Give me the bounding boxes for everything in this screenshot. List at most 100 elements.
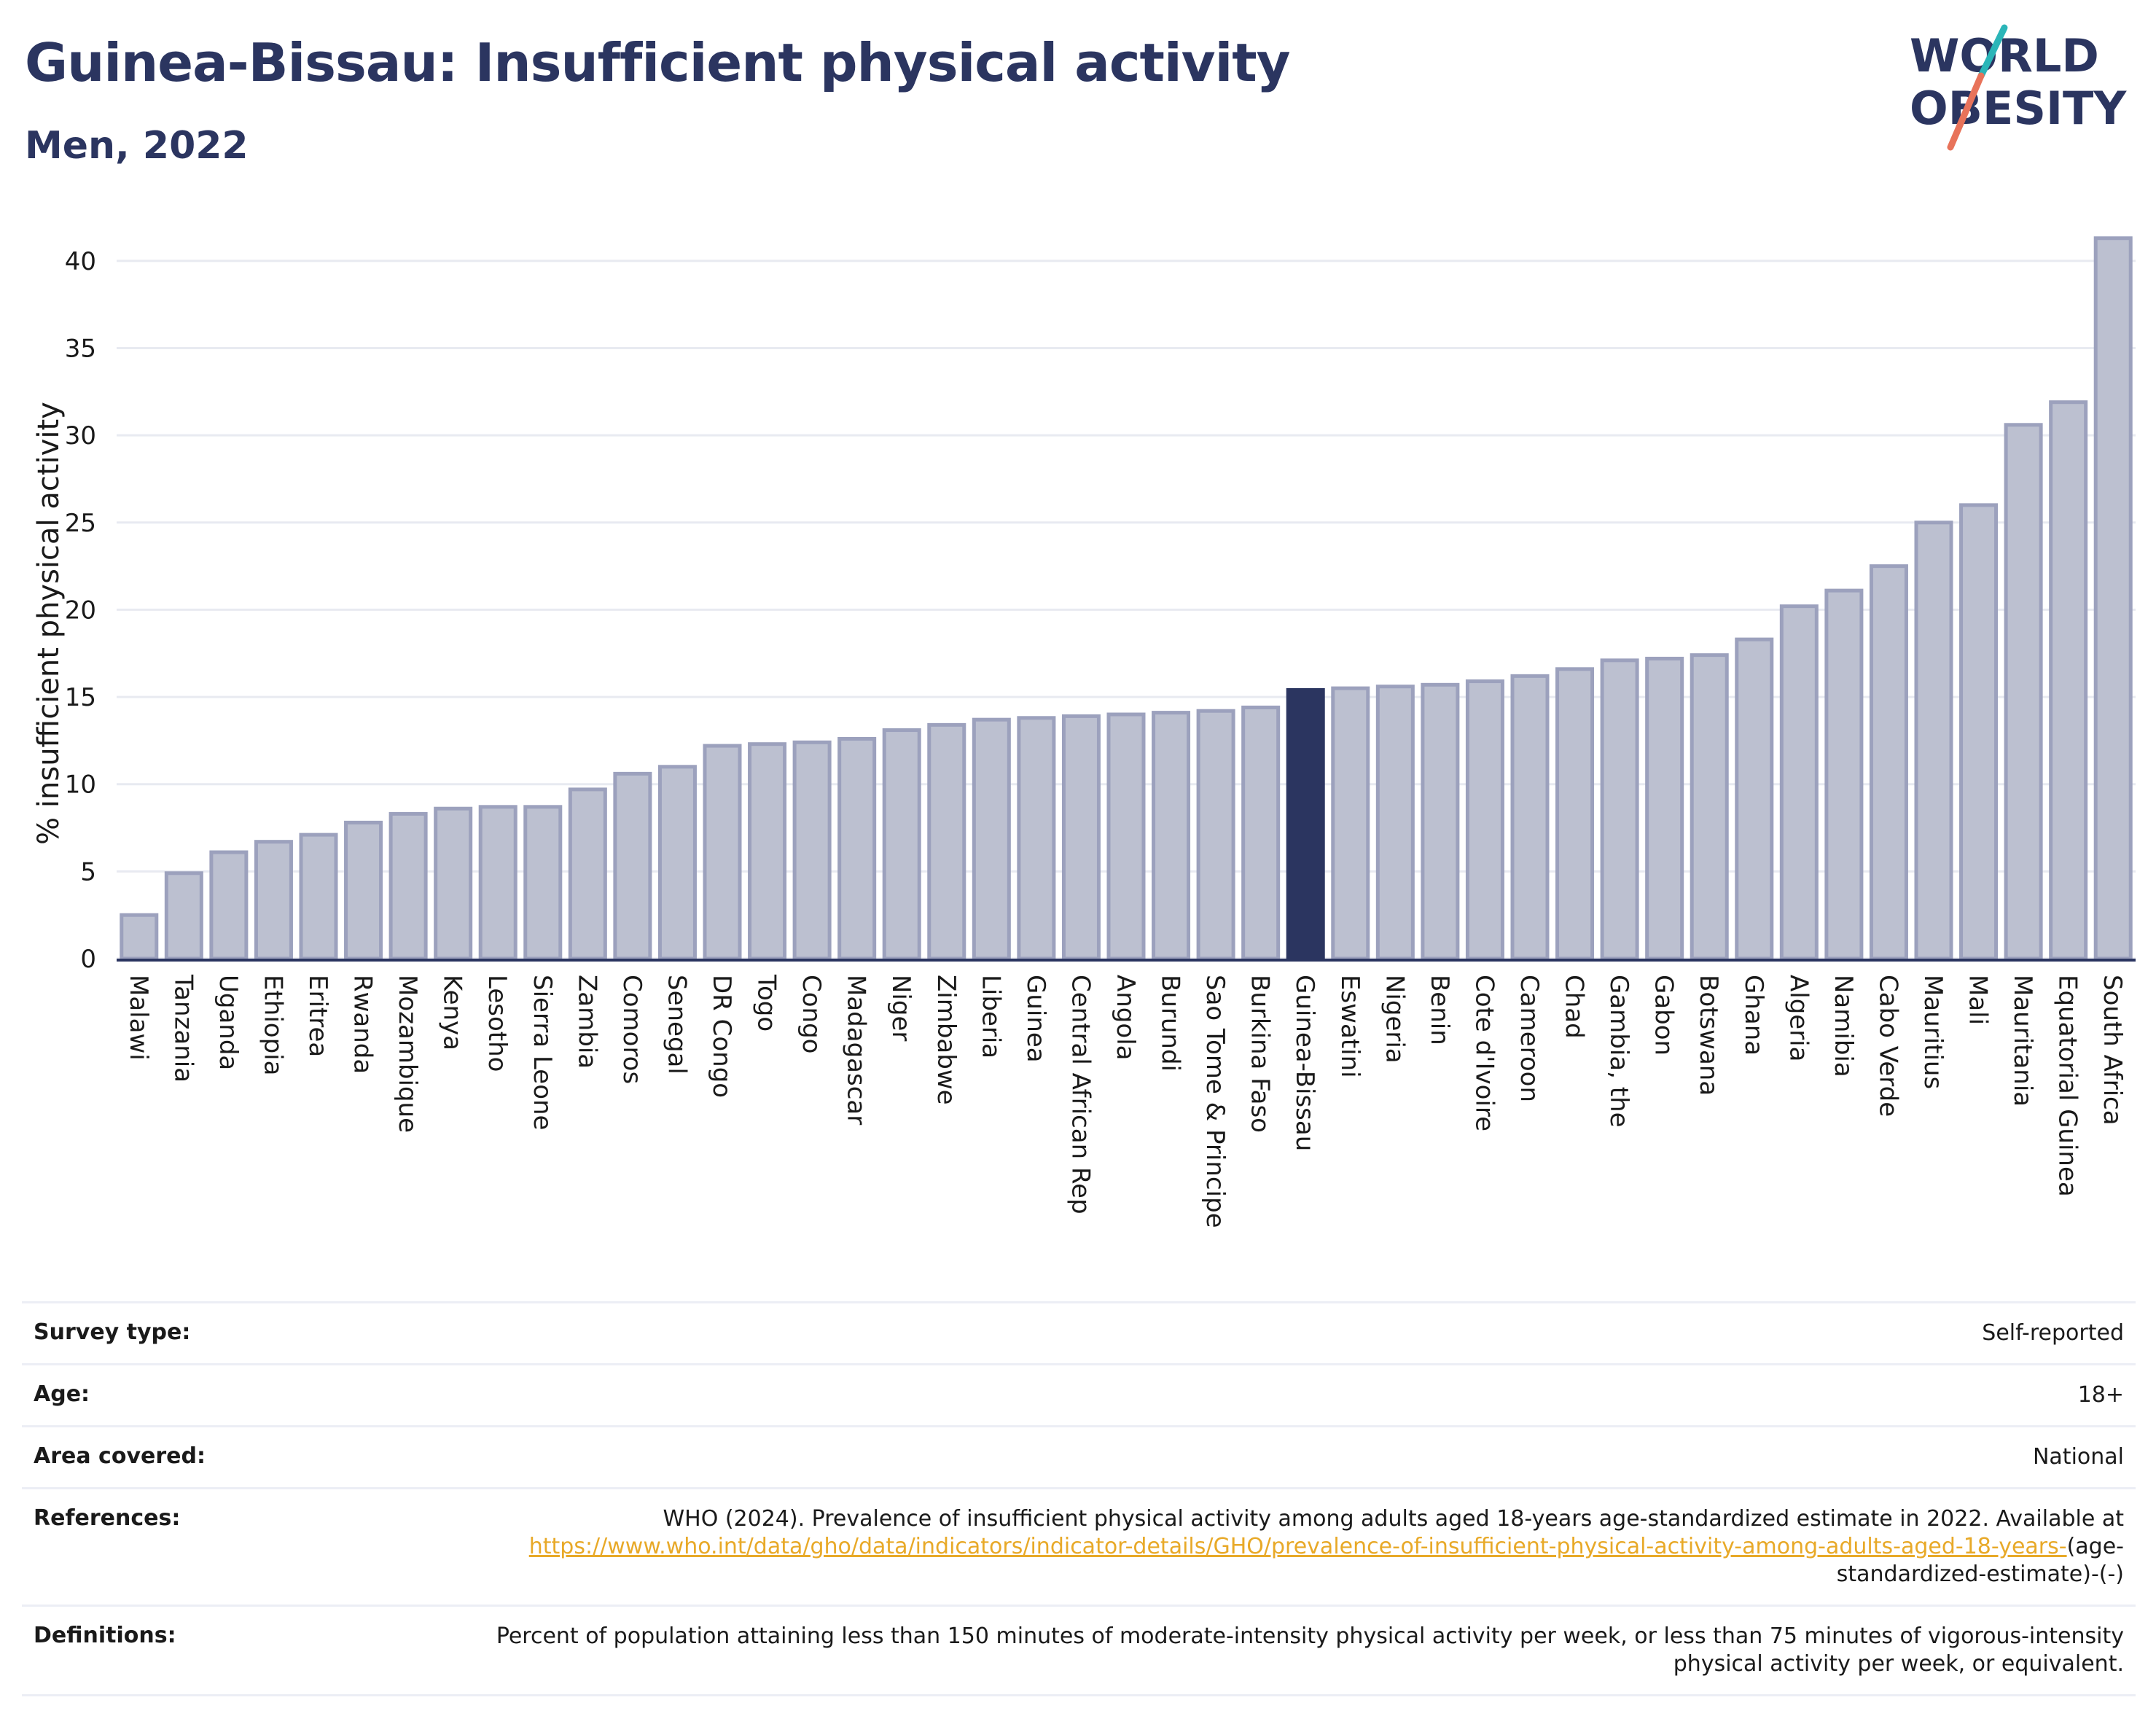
bar-cote-d-ivoire: [1465, 679, 1504, 961]
x-tick-label: Guinea-Bissau: [1290, 975, 1319, 1151]
x-tick-label: Malawi: [124, 975, 153, 1061]
bar-madagascar: [837, 737, 877, 961]
logo-slash-top: [1977, 24, 2008, 79]
bar-guinea-bissau: [1286, 688, 1325, 961]
bar-eswatini: [1331, 686, 1370, 961]
y-tick-labels: 0 5 10 15 20 25 30 35 40: [65, 247, 96, 974]
references-text: WHO (2024). Prevalence of insufficient p…: [663, 1506, 2124, 1532]
x-tick-label: Liberia: [976, 975, 1005, 1058]
bar-liberia: [972, 717, 1011, 961]
x-tick-label: Angola: [1111, 975, 1140, 1060]
x-tick-label: Burundi: [1156, 975, 1185, 1072]
bar-kenya: [434, 806, 473, 961]
bar-nigeria: [1375, 685, 1415, 961]
bar-rwanda: [344, 820, 383, 961]
x-tick-labels: Malawi Tanzania Uganda Ethiopia Eritrea Rwand…: [124, 974, 2127, 1228]
x-tick-label: South Africa: [2098, 975, 2127, 1126]
x-tick-label: Guinea: [1021, 975, 1050, 1063]
bar-central-african-rep: [1061, 714, 1101, 961]
bar-mozambique: [388, 811, 428, 961]
x-tick-label: Uganda: [214, 975, 243, 1070]
logo-line1: WORLD: [1910, 29, 2099, 82]
x-tick-label: Chad: [1560, 975, 1589, 1039]
info-row-survey-type: Survey type: Self-reported: [22, 1301, 2136, 1363]
bar-cameroon: [1510, 674, 1550, 961]
bar-senegal: [657, 765, 697, 961]
area-value: National: [2032, 1444, 2124, 1470]
x-tick-label: Sierra Leone: [528, 975, 557, 1130]
bar-namibia: [1824, 588, 1864, 961]
bar-burundi: [1152, 711, 1191, 961]
y-tick-label: 35: [65, 335, 96, 364]
x-tick-label: Zambia: [572, 975, 601, 1069]
bar-algeria: [1779, 604, 1819, 961]
references-value: WHO (2024). Prevalence of insufficient p…: [448, 1505, 2124, 1588]
references-link[interactable]: https://www.who.int/data/gho/data/indica…: [528, 1534, 2067, 1559]
x-tick-label: Tanzania: [168, 974, 198, 1083]
bar-benin: [1421, 682, 1460, 961]
bars: [120, 236, 2133, 961]
bar-guinea: [1017, 716, 1056, 961]
age-label: Age:: [34, 1381, 90, 1407]
x-tick-label: Rwanda: [348, 975, 378, 1074]
x-tick-label: Mozambique: [393, 975, 422, 1133]
x-tick-label: Eritrea: [303, 975, 332, 1057]
bar-malawi: [120, 913, 159, 961]
bar-sao-tome-principe: [1196, 709, 1235, 961]
y-tick-label: 15: [65, 683, 96, 712]
bar-cabo-verde: [1869, 564, 1908, 961]
bar-botswana: [1690, 653, 1729, 961]
references-label: References:: [34, 1505, 181, 1531]
x-tick-label: Mali: [1964, 975, 1993, 1025]
bar-mauritius: [1914, 520, 1953, 961]
x-tick-label: Ethiopia: [258, 975, 287, 1075]
survey-type-label: Survey type:: [34, 1319, 191, 1345]
x-tick-label: Cote d'Ivoire: [1469, 975, 1499, 1131]
x-tick-label: Eswatini: [1335, 975, 1364, 1078]
x-tick-label: Nigeria: [1380, 975, 1409, 1064]
bar-ethiopia: [254, 840, 293, 961]
x-tick-label: Mauritania: [2008, 975, 2037, 1107]
bar-eritrea: [299, 833, 338, 961]
x-tick-label: Senegal: [662, 975, 691, 1075]
bar-togo: [748, 742, 787, 961]
bar-dr-congo: [703, 744, 742, 961]
definitions-value: Percent of population attaining less tha…: [496, 1623, 2124, 1677]
area-label: Area covered:: [34, 1443, 206, 1469]
x-tick-label: Zimbabwe: [931, 975, 961, 1105]
x-tick-label: Central African Rep: [1066, 975, 1095, 1214]
chart-title: Guinea-Bissau: Insufficient physical act…: [25, 32, 1291, 93]
logo-slash-bottom: [1947, 72, 1985, 151]
y-tick-label: 0: [80, 945, 96, 974]
bar-mali: [1959, 503, 1999, 961]
x-tick-label: Algeria: [1784, 975, 1813, 1061]
bar-equatorial-guinea: [2049, 400, 2088, 961]
bar-angola: [1106, 712, 1146, 961]
x-tick-label: Gabon: [1649, 975, 1679, 1056]
info-table: Survey type: Self-reported Age: 18+ Area…: [22, 1301, 2136, 1696]
x-tick-label: Ghana: [1739, 975, 1768, 1056]
bar-mauritania: [2004, 423, 2043, 961]
bar-zambia: [568, 787, 607, 961]
chart-subtitle: Men, 2022: [25, 124, 249, 168]
x-tick-label: Comoros: [617, 975, 647, 1084]
x-tick-label: Gambia, the: [1604, 975, 1633, 1128]
bar-gambia-the: [1600, 658, 1639, 961]
x-tick-label: DR Congo: [707, 975, 736, 1098]
x-tick-label: Congo: [797, 975, 826, 1053]
info-row-area: Area covered: National: [22, 1425, 2136, 1487]
x-tick-label: Cameroon: [1515, 975, 1544, 1102]
bar-lesotho: [478, 805, 517, 961]
bar-congo: [792, 740, 832, 961]
bar-burkina-faso: [1241, 705, 1281, 961]
references-suffix: (age-standardized-estimate)-(-): [1836, 1534, 2124, 1587]
x-tick-label: Togo: [752, 974, 781, 1032]
y-tick-label: 30: [65, 421, 96, 451]
y-tick-label: 10: [65, 771, 96, 800]
x-tick-label: Botswana: [1694, 975, 1723, 1096]
x-tick-label: Cabo Verde: [1873, 975, 1902, 1117]
info-row-definitions: Definitions: Percent of population attai…: [22, 1605, 2136, 1696]
info-row-references: References: WHO (2024). Prevalence of in…: [22, 1487, 2136, 1605]
y-tick-label: 25: [65, 509, 96, 538]
bar-tanzania: [164, 871, 203, 961]
